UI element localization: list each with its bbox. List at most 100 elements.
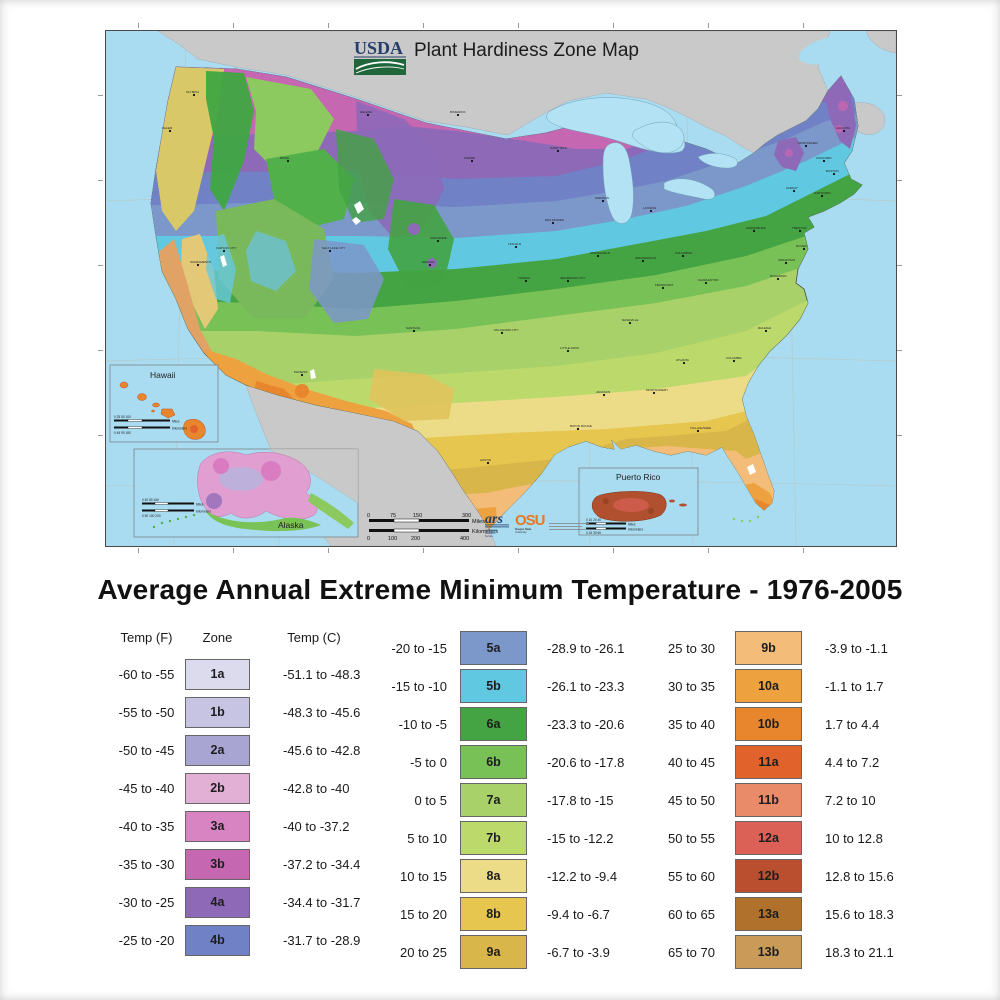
city-label: OLYMPIA xyxy=(186,90,199,94)
city-label: SALT LAKE CITY xyxy=(322,246,345,250)
temp-f-value: 30 to 35 xyxy=(668,678,715,694)
usda-logo-text: USDA xyxy=(354,38,403,58)
graticule-tick xyxy=(708,23,709,28)
graticule-tick xyxy=(803,548,804,553)
legend-column-1: Temp (F) Zone Temp (C) -60 to -55 1a -51.1… xyxy=(108,619,360,959)
graticule-tick xyxy=(98,265,103,266)
zone-swatch: 9a xyxy=(460,935,527,969)
city-label: HELENA xyxy=(360,110,372,114)
zone-code: 6a xyxy=(486,717,501,731)
zone-swatch: 10b xyxy=(735,707,802,741)
svg-text:0 25 50 100: 0 25 50 100 xyxy=(114,415,131,419)
city-label: HARRISBURG xyxy=(746,226,767,230)
zone-swatch: 1b xyxy=(185,696,250,728)
svg-text:Miles: Miles xyxy=(172,420,180,424)
legend-row: 10 to 15 8a -12.2 to -9.4 xyxy=(357,857,624,895)
temp-f-value: 15 to 20 xyxy=(400,906,447,922)
legend-row: -10 to -5 6a -23.3 to -20.6 xyxy=(357,705,624,743)
map-svg: OLYMPIA SALEM BOISE HELENA BISMARCK PIERRE SAI… xyxy=(106,31,896,546)
map-header: USDA Plant Hardiness Zone Map xyxy=(354,38,639,75)
zone-swatch: 6a xyxy=(460,707,527,741)
city-label: LINCOLN xyxy=(508,242,521,246)
svg-text:Miles: Miles xyxy=(472,519,485,525)
logos: ars Agricultural Research Service OSU Or… xyxy=(485,512,589,538)
zone-code: 10a xyxy=(758,679,779,693)
page-title: Average Annual Extreme Minimum Temperatu… xyxy=(97,574,903,605)
city-dot xyxy=(628,321,632,325)
city-dot xyxy=(652,391,656,395)
temp-f-value: 0 to 5 xyxy=(414,792,447,808)
legend-row: 25 to 30 9b -3.9 to -1.1 xyxy=(625,629,894,667)
temp-c-value: 12.8 to 15.6 xyxy=(825,868,894,884)
city-dot xyxy=(566,279,570,283)
temp-c-value: -23.3 to -20.6 xyxy=(547,716,625,732)
legend-row: -25 to -20 4b -31.7 to -28.9 xyxy=(108,921,360,959)
main-scalebar: 0 75 150 300 Miles Kilometers 0 100 200 … xyxy=(367,513,498,542)
graticule-tick xyxy=(98,435,103,436)
graticule-tick xyxy=(98,95,103,96)
city-dot xyxy=(764,329,768,333)
city-dot xyxy=(428,263,432,267)
zone-swatch: 6b xyxy=(460,745,527,779)
graticule-tick xyxy=(897,95,902,96)
legend-row: 40 to 45 11a 4.4 to 7.2 xyxy=(625,743,894,781)
lake-erie xyxy=(663,178,715,200)
graticule-tick xyxy=(613,548,614,553)
svg-text:Agricultural: Agricultural xyxy=(485,529,497,532)
temp-c-value: -12.2 to -9.4 xyxy=(547,868,618,884)
city-dot xyxy=(500,331,504,335)
lake-ontario xyxy=(697,153,738,169)
temp-f-value: 25 to 30 xyxy=(668,640,715,656)
hardiness-zone-map: OLYMPIA SALEM BOISE HELENA BISMARCK PIERRE SAI… xyxy=(105,30,897,547)
city-dot xyxy=(286,159,290,163)
city-label: ATLANTA xyxy=(676,358,689,362)
city-dot xyxy=(456,113,460,117)
legend-row: -60 to -55 1a -51.1 to -48.3 xyxy=(108,655,360,693)
lake-michigan xyxy=(602,142,634,224)
temp-c-value: -17.8 to -15 xyxy=(547,792,614,808)
alaska-interior xyxy=(219,467,263,491)
city-dot xyxy=(514,245,518,249)
temp-c-value: -40 to -37.2 xyxy=(283,818,350,834)
usda-logo-underline xyxy=(354,56,406,58)
city-label: SAINT PAUL xyxy=(550,146,568,150)
city-dot xyxy=(566,349,570,353)
city-label: BISMARCK xyxy=(450,110,466,114)
city-dot xyxy=(328,249,332,253)
svg-text:150: 150 xyxy=(413,513,422,519)
temp-c-value: -34.4 to -31.7 xyxy=(283,894,361,910)
zone-code: 10b xyxy=(757,717,780,731)
svg-text:Research: Research xyxy=(485,532,496,535)
city-label: CHARLESTON xyxy=(698,278,718,282)
zone-code: 11b xyxy=(758,793,779,807)
zone-code: 4a xyxy=(210,895,225,909)
gulf-st-lawrence xyxy=(798,33,870,65)
city-label: NASHVILLE xyxy=(622,318,639,322)
city-label: SALEM xyxy=(162,126,173,130)
zone-swatch: 4a xyxy=(185,886,250,918)
svg-text:400: 400 xyxy=(460,536,469,542)
temp-c-value: -15 to -12.2 xyxy=(547,830,614,846)
city-label: BOSTON xyxy=(826,169,839,173)
temp-f-value: -10 to -5 xyxy=(398,716,447,732)
legend-row: 35 to 40 10b 1.7 to 4.4 xyxy=(625,705,894,743)
graticule-tick xyxy=(897,350,902,351)
city-label: COLUMBUS xyxy=(675,251,692,255)
temp-c-value: -51.1 to -48.3 xyxy=(283,666,361,682)
temp-f-value: 35 to 40 xyxy=(668,716,715,732)
svg-text:300: 300 xyxy=(462,513,471,519)
city-label: PIERRE xyxy=(464,156,475,160)
city-dot xyxy=(436,239,440,243)
puerto-rico-interior xyxy=(613,498,649,512)
city-dot xyxy=(832,172,836,176)
temp-f-value: 50 to 55 xyxy=(668,830,715,846)
temp-f-value: 60 to 65 xyxy=(668,906,715,922)
puerto-rico-inset: Puerto Rico 0 10 20 40 Miles Kilometers … xyxy=(578,467,699,536)
graticule-tick xyxy=(518,23,519,28)
zone-swatch: 3b xyxy=(185,848,250,880)
hawaii-big-island-core xyxy=(190,425,198,433)
hawaii-label: Hawaii xyxy=(150,370,176,380)
city-label: COLUMBIA xyxy=(726,356,742,360)
temp-f-value: -45 to -40 xyxy=(118,780,175,796)
temp-f-value: 5 to 10 xyxy=(407,830,447,846)
